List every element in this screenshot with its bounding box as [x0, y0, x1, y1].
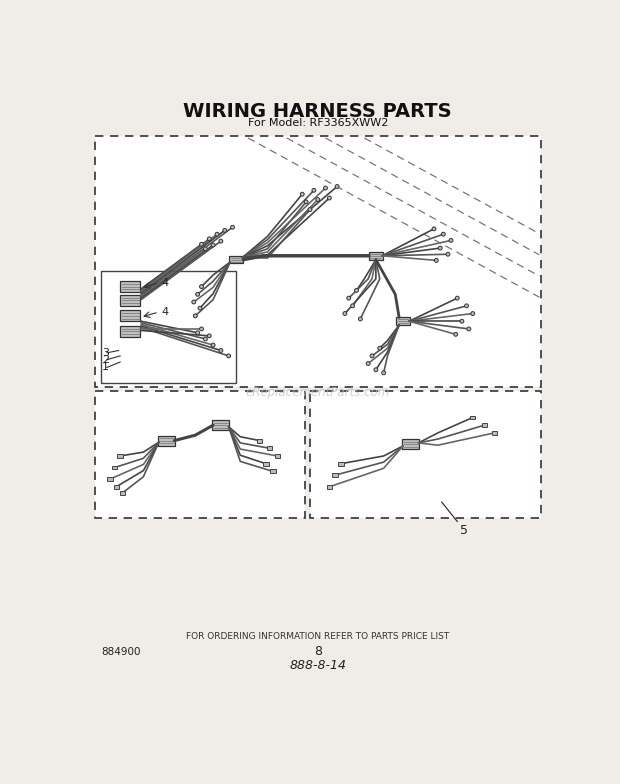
Text: 5: 5 — [459, 524, 467, 537]
Text: FOR ORDERING INFORMATION REFER TO PARTS PRICE LIST: FOR ORDERING INFORMATION REFER TO PARTS … — [186, 633, 450, 641]
Circle shape — [471, 311, 475, 315]
Circle shape — [200, 242, 203, 246]
Bar — [107, 477, 113, 481]
Bar — [112, 466, 117, 470]
Bar — [117, 454, 123, 458]
Circle shape — [196, 331, 200, 335]
Bar — [94, 136, 541, 387]
Text: 2: 2 — [102, 354, 109, 365]
Bar — [263, 462, 268, 466]
Circle shape — [196, 292, 200, 296]
Circle shape — [449, 238, 453, 242]
Circle shape — [343, 311, 347, 315]
Bar — [310, 390, 541, 517]
Circle shape — [327, 196, 331, 200]
Circle shape — [211, 343, 215, 347]
Circle shape — [312, 188, 316, 192]
Circle shape — [211, 243, 215, 247]
Circle shape — [347, 296, 351, 300]
Bar — [113, 485, 119, 488]
Circle shape — [355, 289, 358, 292]
Circle shape — [308, 208, 312, 212]
Bar — [120, 310, 140, 321]
Circle shape — [207, 237, 211, 241]
Bar — [94, 390, 306, 517]
Bar — [332, 474, 337, 477]
Bar — [339, 462, 343, 466]
Circle shape — [366, 361, 370, 365]
Circle shape — [203, 247, 207, 251]
Circle shape — [432, 227, 436, 230]
Circle shape — [435, 259, 438, 263]
Circle shape — [351, 304, 355, 308]
Circle shape — [304, 200, 308, 204]
Bar — [212, 420, 229, 430]
Bar — [402, 439, 419, 449]
Text: 8: 8 — [314, 645, 322, 658]
Circle shape — [227, 354, 231, 358]
Text: 888-8-14: 888-8-14 — [290, 659, 346, 672]
Circle shape — [374, 368, 378, 372]
Bar — [120, 281, 140, 292]
Circle shape — [207, 334, 211, 338]
Circle shape — [438, 246, 442, 250]
Bar — [229, 256, 243, 263]
Circle shape — [378, 347, 382, 350]
Text: 4: 4 — [161, 307, 168, 317]
Bar — [275, 454, 280, 458]
Circle shape — [467, 327, 471, 331]
Circle shape — [335, 184, 339, 188]
Circle shape — [441, 232, 445, 236]
Circle shape — [446, 252, 450, 256]
Text: eReplacementParts.com: eReplacementParts.com — [246, 387, 390, 399]
Circle shape — [198, 307, 202, 310]
Bar — [100, 271, 236, 383]
Bar — [120, 326, 140, 336]
Circle shape — [193, 314, 197, 318]
Circle shape — [370, 354, 374, 358]
Bar — [120, 491, 125, 495]
Text: 3: 3 — [102, 348, 109, 358]
Circle shape — [454, 332, 458, 336]
Circle shape — [324, 186, 327, 190]
Circle shape — [464, 304, 469, 308]
Bar — [158, 436, 175, 445]
Circle shape — [223, 228, 227, 232]
Circle shape — [382, 371, 386, 375]
Text: For Model: RF3365XWW2: For Model: RF3365XWW2 — [247, 118, 388, 129]
Bar — [470, 416, 476, 419]
Circle shape — [192, 300, 196, 304]
Bar — [267, 446, 272, 450]
Circle shape — [203, 337, 207, 341]
Circle shape — [358, 317, 362, 321]
Bar — [369, 252, 383, 260]
Text: WIRING HARNESS PARTS: WIRING HARNESS PARTS — [184, 101, 452, 121]
Circle shape — [200, 327, 203, 331]
Text: 1: 1 — [102, 362, 109, 372]
Bar — [492, 431, 497, 435]
Circle shape — [200, 285, 203, 289]
Circle shape — [316, 198, 320, 201]
Bar — [270, 470, 275, 474]
Circle shape — [219, 349, 223, 353]
Circle shape — [215, 232, 219, 236]
Circle shape — [219, 239, 223, 243]
Circle shape — [231, 225, 234, 229]
Circle shape — [300, 192, 304, 196]
Bar — [327, 485, 332, 488]
Circle shape — [455, 296, 459, 300]
Text: 884900: 884900 — [100, 647, 140, 656]
Bar — [482, 423, 487, 427]
Text: 4: 4 — [161, 278, 168, 288]
Circle shape — [460, 319, 464, 323]
Bar — [257, 439, 262, 442]
Bar — [120, 295, 140, 306]
Bar — [396, 318, 410, 325]
